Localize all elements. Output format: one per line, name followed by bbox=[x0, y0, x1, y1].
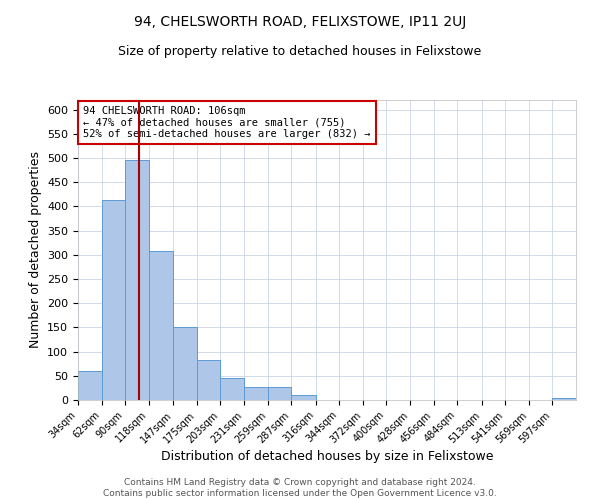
X-axis label: Distribution of detached houses by size in Felixstowe: Distribution of detached houses by size … bbox=[161, 450, 493, 463]
Bar bbox=[197, 360, 220, 400]
Bar bbox=[149, 251, 173, 400]
Bar bbox=[101, 200, 125, 400]
Bar bbox=[268, 388, 291, 400]
Bar bbox=[173, 328, 197, 400]
Bar bbox=[78, 371, 101, 400]
Text: 94, CHELSWORTH ROAD, FELIXSTOWE, IP11 2UJ: 94, CHELSWORTH ROAD, FELIXSTOWE, IP11 2U… bbox=[134, 15, 466, 29]
Y-axis label: Number of detached properties: Number of detached properties bbox=[29, 152, 41, 348]
Text: Size of property relative to detached houses in Felixstowe: Size of property relative to detached ho… bbox=[118, 45, 482, 58]
Bar bbox=[291, 395, 316, 400]
Text: 94 CHELSWORTH ROAD: 106sqm
← 47% of detached houses are smaller (755)
52% of sem: 94 CHELSWORTH ROAD: 106sqm ← 47% of deta… bbox=[83, 106, 370, 139]
Bar bbox=[220, 378, 244, 400]
Bar bbox=[244, 388, 268, 400]
Bar bbox=[553, 398, 576, 400]
Bar bbox=[125, 160, 149, 400]
Text: Contains HM Land Registry data © Crown copyright and database right 2024.
Contai: Contains HM Land Registry data © Crown c… bbox=[103, 478, 497, 498]
